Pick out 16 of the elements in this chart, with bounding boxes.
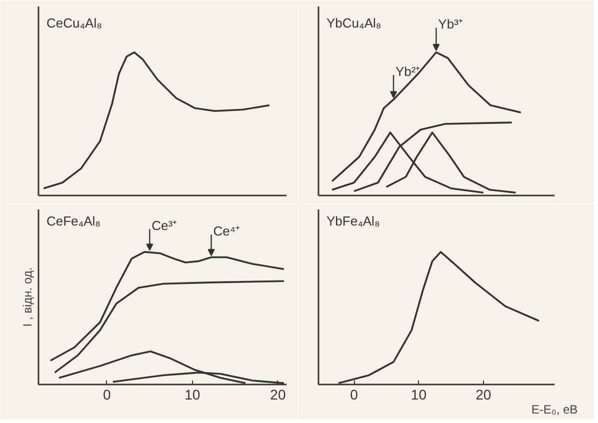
x-tick-label: 0 xyxy=(350,386,358,402)
chart-title: YbCu₄Al₈ xyxy=(326,16,382,30)
x-axis-title: E-E₀, еВ xyxy=(531,402,578,416)
x-tick-label: 20 xyxy=(270,386,286,402)
annotation: Yb³⁺ xyxy=(438,16,462,32)
x-tick-label: 10 xyxy=(410,386,427,402)
chart-title: YbFe₄Al₈ xyxy=(326,214,380,228)
annotation: Yb²⁺ xyxy=(396,64,420,79)
x-tick-label: 0 xyxy=(103,386,112,402)
chart-title: CeCu₄Al₈ xyxy=(46,16,102,30)
annotation: Ce⁴⁺ xyxy=(213,223,240,238)
x-tick-label: 20 xyxy=(476,386,492,402)
chart-title: CeFe₄Al₈ xyxy=(46,214,101,228)
x-tick-label: 10 xyxy=(184,386,200,402)
annotation: Ce³⁺ xyxy=(152,218,177,234)
y-axis-title: I , відн. од. xyxy=(20,267,34,327)
